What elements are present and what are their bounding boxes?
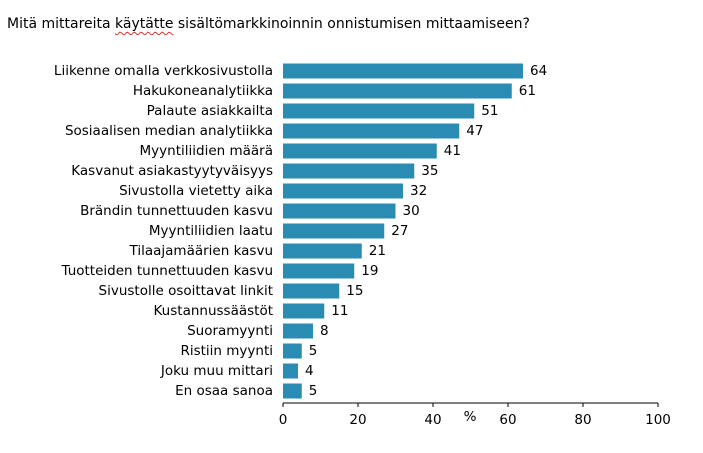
title-part-1: Mitä mittareita (7, 16, 116, 32)
bar (283, 103, 475, 119)
bar (283, 343, 302, 359)
data-label: 27 (391, 223, 408, 239)
category-label: En osaa sanoa (175, 383, 273, 399)
x-axis-label: % (464, 409, 477, 425)
bar (283, 143, 437, 159)
category-label: Ristiin myynti (180, 343, 273, 359)
category-label: Myyntiliidien määrä (140, 143, 273, 159)
category-label: Kustannussäästöt (154, 303, 274, 319)
bar (283, 243, 362, 259)
bar (283, 283, 340, 299)
x-tick-label: 100 (645, 412, 671, 428)
data-label: 51 (481, 103, 498, 119)
data-label: 8 (320, 323, 329, 339)
title-part-3: sisältömarkkinoinnin onnistumisen mittaa… (173, 16, 530, 32)
data-label: 21 (369, 243, 386, 259)
bar (283, 263, 355, 279)
category-label: Palaute asiakkailta (147, 103, 273, 119)
x-tick-label: 20 (349, 412, 366, 428)
bar (283, 163, 415, 179)
bar (283, 123, 460, 139)
bar (283, 183, 403, 199)
data-label: 11 (331, 303, 348, 319)
category-label: Joku muu mittari (160, 363, 273, 379)
category-label: Myyntiliidien laatu (149, 223, 273, 239)
category-label: Hakukoneanalytiikka (133, 83, 273, 99)
data-label: 32 (410, 183, 427, 199)
category-label: Suoramyynti (187, 323, 273, 339)
bar (283, 323, 313, 339)
x-tick-label: 40 (424, 412, 441, 428)
bar (283, 223, 385, 239)
category-label: Sivustolle osoittavat linkit (99, 283, 273, 299)
bar (283, 83, 512, 99)
category-label: Tilaajamäärien kasvu (129, 243, 273, 259)
data-label: 64 (530, 63, 547, 79)
bar (283, 203, 396, 219)
data-label: 35 (421, 163, 438, 179)
data-label: 15 (346, 283, 363, 299)
x-tick-label: 80 (574, 412, 591, 428)
x-tick-label: 0 (279, 412, 288, 428)
x-tick-label: 60 (499, 412, 516, 428)
data-label: 47 (466, 123, 483, 139)
data-label: 5 (309, 383, 318, 399)
bar (283, 363, 298, 379)
category-label: Brändin tunnettuuden kasvu (80, 203, 273, 219)
category-label: Sosiaalisen median analytiikka (65, 123, 273, 139)
category-label: Tuotteiden tunnettuuden kasvu (61, 263, 274, 279)
data-label: 41 (444, 143, 461, 159)
data-label: 30 (403, 203, 420, 219)
data-label: 19 (361, 263, 378, 279)
bar (283, 383, 302, 399)
category-label: Kasvanut asiakastyytyväisyys (71, 163, 273, 179)
bar (283, 63, 523, 79)
data-label: 4 (305, 363, 314, 379)
data-label: 61 (519, 83, 536, 99)
bar (283, 303, 325, 319)
chart-title: Mitä mittareita käytätte sisältömarkkino… (7, 16, 530, 32)
title-part-2: käytätte (115, 16, 174, 32)
data-label: 5 (309, 343, 318, 359)
category-label: Sivustolla vietetty aika (119, 183, 273, 199)
category-label: Liikenne omalla verkkosivustolla (54, 63, 273, 79)
